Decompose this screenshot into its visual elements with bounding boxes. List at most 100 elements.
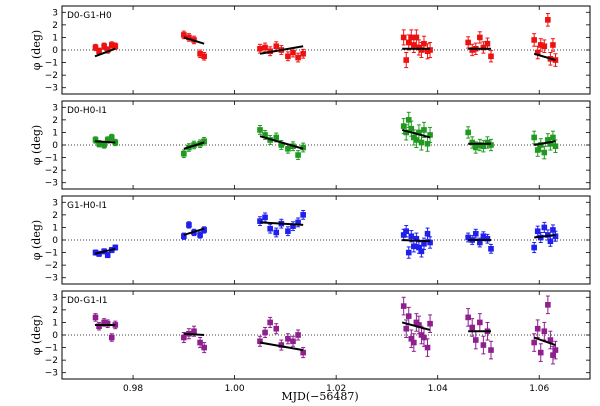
marker-square — [201, 344, 207, 351]
marker-square — [108, 334, 115, 341]
fit-line — [94, 47, 116, 58]
marker-square — [112, 244, 119, 251]
marker-square — [101, 43, 107, 50]
data-point — [295, 329, 301, 341]
marker-square — [550, 42, 556, 48]
marker-square — [403, 57, 410, 63]
marker-square — [104, 252, 111, 258]
data-point — [405, 246, 412, 259]
marker-square — [104, 137, 111, 143]
marker-square — [403, 129, 410, 136]
data-point — [273, 227, 280, 238]
fit-line — [183, 141, 205, 150]
marker-square — [424, 140, 431, 147]
data-point — [403, 52, 410, 69]
data-point — [201, 136, 207, 146]
marker-square — [201, 138, 207, 145]
marker-square — [421, 240, 427, 247]
data-point — [484, 136, 491, 149]
marker-square — [295, 54, 301, 61]
y-tick-label: 0 — [52, 46, 58, 56]
y-tick-label: −3 — [45, 84, 58, 94]
marker-square — [418, 248, 425, 255]
marker-square — [400, 303, 407, 309]
marker-square — [181, 151, 187, 157]
data-point — [550, 38, 556, 52]
data-point — [488, 138, 494, 152]
data-point — [403, 124, 410, 141]
marker-square — [472, 230, 479, 237]
marker-square — [295, 219, 301, 226]
marker-square — [181, 334, 187, 341]
fit-line — [183, 36, 205, 45]
y-axis-label: φ (deg) — [30, 315, 43, 355]
panel-title: G1-H0-I1 — [67, 201, 107, 211]
marker-square — [469, 47, 476, 53]
y-tick-label: 1 — [52, 33, 58, 43]
data-point — [285, 226, 291, 237]
data-point — [531, 130, 537, 145]
marker-square — [405, 39, 412, 46]
data-point — [480, 335, 487, 355]
data-point — [290, 335, 296, 347]
marker-square — [257, 45, 263, 52]
data-point — [201, 226, 207, 234]
data-point — [545, 295, 551, 315]
y-tick-label: 1 — [52, 128, 58, 138]
data-point — [278, 339, 285, 351]
marker-square — [550, 134, 556, 141]
marker-square — [186, 222, 192, 228]
marker-square — [537, 142, 544, 148]
marker-square — [273, 134, 280, 141]
marker-square — [400, 232, 407, 238]
data-point — [469, 318, 476, 337]
marker-square — [257, 338, 263, 345]
marker-square — [541, 224, 548, 231]
panel-title: D0-G1-I1 — [67, 296, 108, 306]
marker-square — [92, 314, 99, 321]
fit-line — [401, 321, 431, 331]
y-tick-label: 2 — [52, 306, 58, 316]
marker-square — [300, 50, 306, 57]
data-point — [267, 316, 273, 328]
marker-square — [534, 228, 541, 234]
y-tick-label: −2 — [45, 356, 58, 366]
fit-line — [402, 239, 431, 243]
data-point — [477, 31, 483, 44]
marker-square — [480, 44, 487, 51]
marker-square — [285, 228, 291, 234]
y-tick-label: −1 — [45, 59, 58, 69]
marker-square — [403, 228, 410, 234]
marker-square — [424, 344, 431, 351]
marker-square — [488, 53, 494, 60]
data-point — [545, 13, 551, 27]
marker-square — [541, 43, 548, 50]
marker-square — [101, 142, 107, 148]
marker-square — [550, 352, 556, 358]
data-point — [290, 221, 296, 232]
marker-square — [477, 239, 483, 246]
marker-square — [405, 117, 412, 123]
marker-square — [427, 47, 433, 53]
fit-line — [259, 221, 304, 226]
marker-square — [92, 249, 99, 256]
data-point — [201, 342, 207, 354]
data-point — [257, 125, 263, 135]
y-tick-label: 2 — [52, 211, 58, 221]
fit-line — [183, 227, 205, 236]
data-point — [531, 333, 537, 352]
y-tick-label: −3 — [45, 274, 58, 284]
marker-square — [411, 42, 417, 48]
data-point — [285, 51, 291, 62]
marker-square — [201, 227, 207, 233]
data-point — [267, 223, 273, 234]
marker-square — [547, 140, 554, 147]
y-tick-label: 0 — [52, 331, 58, 341]
marker-square — [534, 325, 541, 332]
marker-square — [92, 44, 99, 51]
fit-line — [183, 332, 205, 336]
marker-square — [267, 319, 273, 326]
fit-line — [533, 336, 556, 346]
marker-square — [408, 34, 415, 41]
marker-square — [424, 230, 431, 237]
